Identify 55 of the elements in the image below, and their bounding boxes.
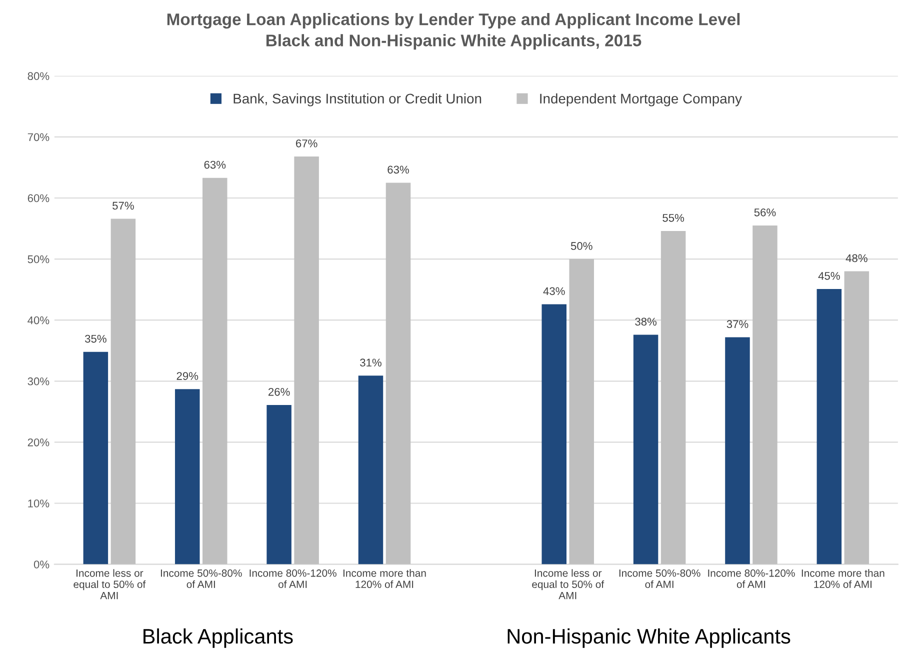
bar (358, 376, 384, 564)
y-tick-label: 60% (28, 194, 50, 202)
bar (83, 352, 108, 564)
y-tick-label: 10% (28, 500, 50, 508)
bar (266, 404, 292, 564)
x-tick-label: Income less or equal to 50% of AMI (532, 569, 604, 600)
data-label: 57% (112, 202, 134, 210)
data-label: 45% (818, 272, 840, 280)
bar (110, 218, 136, 564)
bar (174, 389, 200, 564)
legend-label: Bank, Savings Institution or Credit Union (234, 93, 482, 106)
bar (386, 182, 411, 564)
bar (816, 288, 842, 564)
data-label: 48% (846, 254, 868, 262)
data-label: 63% (388, 166, 409, 174)
data-label: 38% (635, 318, 657, 326)
chart-title: Mortgage Loan Applications by Lender Type and Applicant Income Level (167, 13, 740, 29)
bar (202, 178, 228, 564)
y-tick-label: 80% (28, 72, 50, 80)
bar (542, 304, 566, 564)
text: Non-Hispanic White Applicants (508, 628, 790, 648)
bar (725, 337, 750, 564)
y-tick-label: 0% (34, 560, 50, 568)
x-tick-label: Income 50%-80% of AMI (619, 569, 700, 588)
chart-subtitle: Black and Non-Hispanic White Applicants, 2015 (266, 34, 642, 50)
data-label: 55% (662, 214, 684, 222)
data-label: 63% (204, 160, 226, 169)
data-label: 43% (543, 287, 565, 296)
y-tick-label: 70% (28, 133, 50, 142)
y-tick-label: 40% (28, 316, 50, 324)
data-label: 35% (84, 334, 106, 343)
data-label: 26% (268, 388, 290, 396)
bar (633, 334, 658, 564)
data-label: 29% (176, 372, 198, 380)
data-label: 31% (360, 358, 382, 367)
x-tick-label: Income more than 120% of AMI (343, 569, 426, 588)
bar (660, 230, 686, 564)
x-tick-label: Income 80%-120% of AMI (250, 569, 336, 588)
text: Black Applicants (144, 628, 293, 648)
bar (844, 271, 870, 564)
x-tick-label: Income 50%-80% of AMI (160, 569, 242, 588)
y-tick-label: 50% (28, 255, 50, 264)
x-tick-label: Income 80%-120% of AMI (708, 569, 795, 588)
bar (569, 259, 594, 564)
legend-label: Independent Mortgage Company (540, 93, 742, 106)
data-label: 67% (296, 139, 318, 148)
y-tick-label: 30% (28, 377, 50, 386)
x-tick-label: Income more than 120% of AMI (802, 569, 884, 588)
bar (752, 225, 778, 564)
data-label: 37% (726, 320, 748, 328)
data-label: 56% (754, 208, 776, 216)
y-tick-label: 20% (28, 438, 50, 446)
data-label: 50% (570, 242, 592, 250)
x-tick-label: Income less or equal to 50% of AMI (74, 569, 146, 600)
bar (294, 156, 319, 564)
